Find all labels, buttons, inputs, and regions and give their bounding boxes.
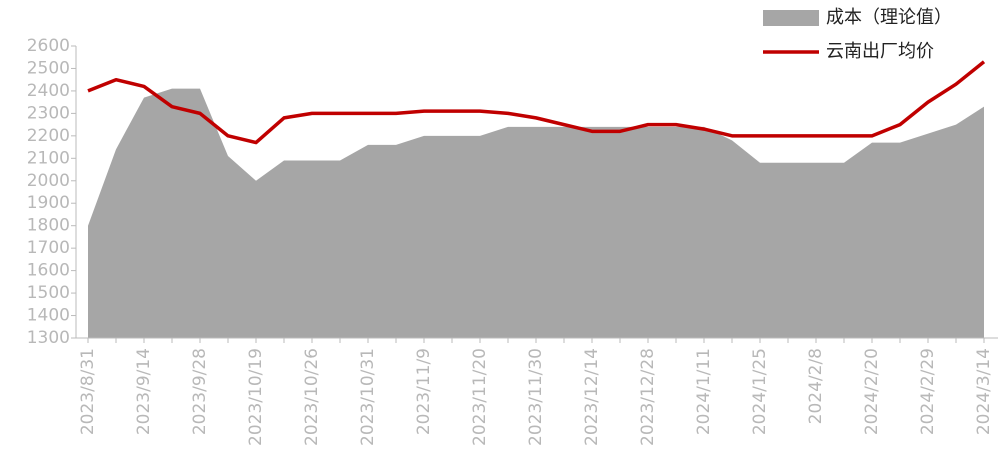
y-tick-label: 1800 [27,216,70,236]
y-tick-label: 2500 [27,58,70,78]
y-tick-label: 2000 [27,171,70,191]
x-tick-label: 2023/10/31 [358,348,378,446]
x-tick-label: 2024/2/29 [918,348,938,435]
x-tick-label: 2023/10/19 [246,348,266,446]
x-tick-label: 2024/2/8 [806,348,826,424]
area [88,88,984,338]
x-tick-label: 2024/3/14 [974,348,994,435]
y-tick-label: 2600 [27,36,70,56]
x-tick-label: 2023/11/20 [470,348,490,446]
x-tick-label: 2023/12/14 [582,348,602,446]
x-tick-label: 2024/1/11 [694,348,714,435]
legend-label: 云南出厂均价 [826,41,934,62]
x-tick-label: 2023/10/26 [302,348,322,446]
line [87,60,986,145]
x-tick-label: 2023/9/28 [190,348,210,435]
y-tick-label: 1700 [27,238,70,258]
y-tick-label: 2200 [27,126,70,146]
y-tick-label: 1500 [27,283,70,303]
y-tick-label: 2400 [27,81,70,101]
y-tick-label: 1900 [27,193,70,213]
y-tick-label: 2100 [27,148,70,168]
x-tick-label: 2024/2/20 [862,348,882,435]
x-tick-label: 2023/12/28 [638,348,658,446]
x-tick-label: 2023/11/30 [526,348,546,446]
x-tick-label: 2023/9/14 [134,348,154,435]
y-tick-label: 1600 [27,261,70,281]
x-tick-label: 2023/8/31 [78,348,98,435]
legend-swatch [763,10,819,26]
y-tick-label: 1400 [27,306,70,326]
legend-label: 成本（理论值） [826,7,952,28]
legend: 成本（理论值） 云南出厂均价 [763,7,952,62]
y-tick-label: 2300 [27,103,70,123]
x-tick-label: 2023/11/9 [414,348,434,435]
x-tick-label: 2024/1/25 [750,348,770,435]
y-tick-label: 1300 [27,328,70,348]
